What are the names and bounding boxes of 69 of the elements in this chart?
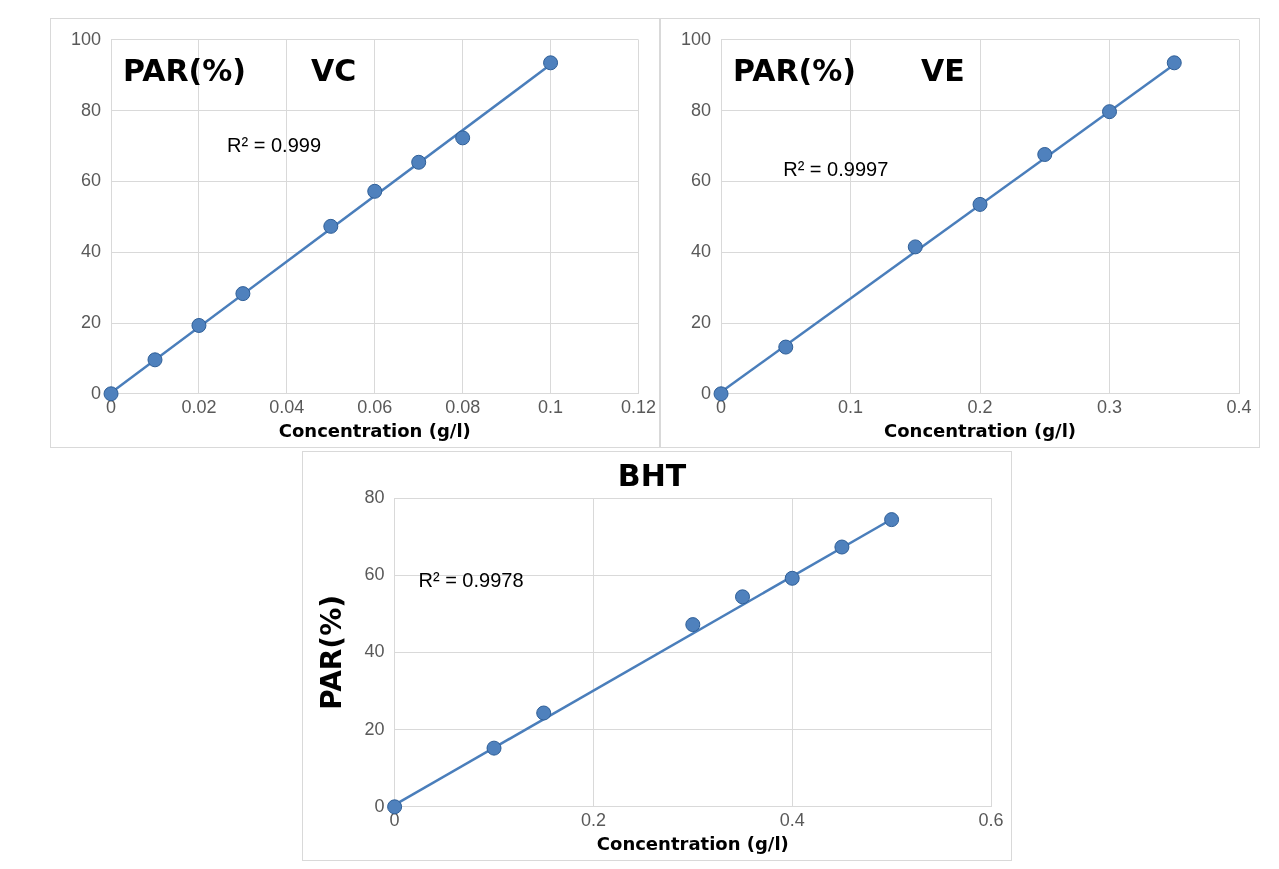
y-tick-label: 0	[91, 382, 102, 403]
x-tick-label: 0.02	[181, 396, 217, 417]
y-tick-label: 100	[70, 28, 102, 49]
y-tick-label: 80	[81, 99, 102, 120]
y-axis-title: PAR(%)	[733, 52, 857, 88]
annotation: R² = 0.9997	[783, 158, 889, 181]
chart-title: BHT	[617, 457, 687, 493]
point	[486, 740, 502, 756]
y-tick-label: 40	[691, 241, 712, 262]
text: VC	[311, 52, 357, 88]
y-tick-label: 60	[691, 170, 712, 191]
x-tick-label: 0.1	[538, 396, 564, 417]
point	[884, 512, 900, 528]
point	[147, 352, 163, 368]
point	[536, 705, 552, 721]
x-tick-label: 0.04	[269, 396, 305, 417]
point	[713, 386, 729, 402]
y-tick-label: 80	[364, 486, 385, 507]
point	[103, 386, 119, 402]
point	[834, 539, 850, 555]
y-tick-label: 0	[374, 795, 385, 816]
x-tick-label: 0	[716, 396, 727, 417]
point	[1166, 55, 1182, 71]
y-tick-label: 0	[701, 382, 712, 403]
x-axis-title: Concentration (g/l)	[278, 419, 471, 441]
x-tick-label: 0.4	[1226, 396, 1252, 417]
point	[778, 339, 794, 355]
y-axis-title: PAR(%)	[123, 52, 247, 88]
point	[367, 183, 383, 199]
point	[784, 570, 800, 586]
point	[411, 154, 427, 170]
x-tick-label: 0.06	[357, 396, 393, 417]
x-axis-title: Concentration (g/l)	[596, 832, 789, 854]
point	[735, 589, 751, 605]
x-tick-label: 0.6	[978, 809, 1004, 830]
point	[235, 286, 251, 302]
y-axis-title: PAR(%)	[315, 594, 349, 710]
point	[907, 239, 923, 255]
point	[685, 617, 701, 633]
x-tick-label: 0.1	[838, 396, 864, 417]
annotation: R² = 0.999	[227, 133, 322, 156]
x-tick-label: 0.3	[1096, 396, 1123, 417]
x-tick-label: 0.2	[580, 809, 606, 830]
y-tick-label: 20	[81, 311, 102, 332]
x-tick-label: 0.08	[445, 396, 481, 417]
point	[1037, 147, 1053, 162]
text: VE	[921, 52, 965, 88]
point	[1102, 104, 1118, 120]
x-axis-title: Concentration (g/l)	[884, 419, 1077, 441]
x-tick-label: 0.12	[620, 396, 657, 417]
x-tick-label: 0	[106, 396, 117, 417]
point	[972, 196, 988, 212]
x-tick-label: 0	[389, 809, 400, 830]
y-tick-label: 20	[364, 718, 385, 739]
y-tick-label: 20	[691, 311, 712, 332]
x-tick-label: 0.2	[967, 396, 993, 417]
y-tick-label: 60	[81, 170, 102, 191]
annotation: R² = 0.9978	[418, 568, 524, 591]
y-tick-label: 40	[81, 241, 102, 262]
y-tick-label: 100	[680, 28, 712, 49]
point	[543, 55, 559, 71]
point	[455, 130, 471, 146]
point	[191, 317, 207, 333]
x-tick-label: 0.4	[779, 809, 805, 830]
point	[323, 218, 339, 234]
y-tick-label: 80	[691, 99, 712, 120]
y-tick-label: 60	[364, 564, 385, 585]
point	[387, 799, 403, 815]
y-tick-label: 40	[364, 641, 385, 662]
